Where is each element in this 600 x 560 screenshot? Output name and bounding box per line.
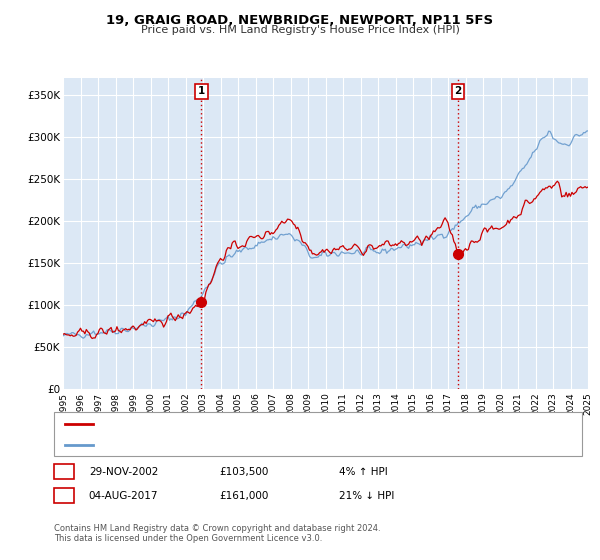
Text: 04-AUG-2017: 04-AUG-2017 [89, 491, 158, 501]
Text: £103,500: £103,500 [219, 466, 268, 477]
Text: 4% ↑ HPI: 4% ↑ HPI [339, 466, 388, 477]
Text: HPI: Average price, detached house, Caerphilly: HPI: Average price, detached house, Caer… [99, 440, 329, 450]
Text: 19, GRAIG ROAD, NEWBRIDGE, NEWPORT, NP11 5FS: 19, GRAIG ROAD, NEWBRIDGE, NEWPORT, NP11… [106, 14, 494, 27]
Text: 1: 1 [60, 466, 68, 477]
Text: 29-NOV-2002: 29-NOV-2002 [89, 466, 158, 477]
Text: 19, GRAIG ROAD, NEWBRIDGE, NEWPORT, NP11 5FS (detached house): 19, GRAIG ROAD, NEWBRIDGE, NEWPORT, NP11… [99, 419, 445, 429]
Text: 2: 2 [455, 86, 462, 96]
Text: £161,000: £161,000 [219, 491, 268, 501]
Text: 1: 1 [198, 86, 205, 96]
Text: Price paid vs. HM Land Registry's House Price Index (HPI): Price paid vs. HM Land Registry's House … [140, 25, 460, 35]
Text: 2: 2 [60, 491, 68, 501]
Text: 21% ↓ HPI: 21% ↓ HPI [339, 491, 394, 501]
Text: Contains HM Land Registry data © Crown copyright and database right 2024.
This d: Contains HM Land Registry data © Crown c… [54, 524, 380, 543]
